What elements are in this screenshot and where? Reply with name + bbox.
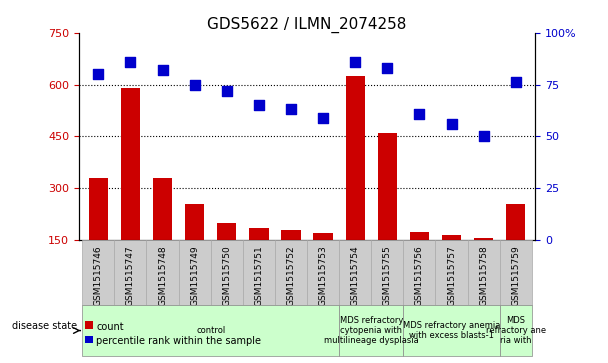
Text: GSM1515758: GSM1515758 [479,245,488,306]
Bar [185,204,204,240]
Point [126,59,136,65]
Bar [378,133,397,240]
Bar [442,235,461,240]
Point [254,102,264,108]
Point [382,65,392,71]
Text: GSM1515748: GSM1515748 [158,245,167,306]
Point [94,71,103,77]
Bar [82,305,339,356]
Bar [89,178,108,240]
Point [478,134,488,139]
Text: GSM1515752: GSM1515752 [286,245,295,306]
Bar [403,240,435,305]
Text: percentile rank within the sample: percentile rank within the sample [96,336,261,346]
Bar [339,240,371,305]
Text: control: control [196,326,226,335]
Bar [500,240,532,305]
Bar [211,240,243,305]
Title: GDS5622 / ILMN_2074258: GDS5622 / ILMN_2074258 [207,16,407,33]
Bar [147,240,179,305]
Point [350,59,360,65]
Text: count: count [96,322,123,332]
Bar [217,223,237,240]
Bar [474,238,493,240]
Text: disease state: disease state [12,321,77,330]
Point [447,121,457,127]
Bar [435,240,468,305]
Text: GSM1515750: GSM1515750 [223,245,231,306]
Text: GSM1515759: GSM1515759 [511,245,520,306]
Bar [314,233,333,240]
Point [190,82,199,87]
Text: GSM1515751: GSM1515751 [254,245,263,306]
Text: GSM1515749: GSM1515749 [190,245,199,306]
Point [157,67,167,73]
Bar [275,240,307,305]
Bar [243,240,275,305]
Bar [339,305,403,356]
Text: MDS refractory anemia
with excess blasts-1: MDS refractory anemia with excess blasts… [403,321,500,340]
Text: GSM1515756: GSM1515756 [415,245,424,306]
Bar [114,240,147,305]
Text: MDS refractory
cytopenia with
multilineage dysplasia: MDS refractory cytopenia with multilinea… [324,316,419,346]
Text: GSM1515755: GSM1515755 [383,245,392,306]
Text: MDS
refractory ane
ria with: MDS refractory ane ria with [486,316,546,346]
Bar [403,305,500,356]
Bar [345,76,365,240]
Bar [410,232,429,240]
Bar [121,88,140,240]
Bar [82,240,114,305]
Text: GSM1515757: GSM1515757 [447,245,456,306]
Bar [500,305,532,356]
Point [286,106,296,112]
Point [222,88,232,94]
Point [318,115,328,121]
Text: GSM1515753: GSM1515753 [319,245,328,306]
Point [415,111,424,117]
Text: GSM1515746: GSM1515746 [94,245,103,306]
Point [511,79,520,85]
Bar [371,240,403,305]
Bar [249,228,269,240]
Bar [153,178,172,240]
Text: GSM1515754: GSM1515754 [351,245,360,306]
Bar [282,230,300,240]
Bar [179,240,211,305]
Bar [468,240,500,305]
Bar [307,240,339,305]
Text: GSM1515747: GSM1515747 [126,245,135,306]
Bar [506,204,525,240]
